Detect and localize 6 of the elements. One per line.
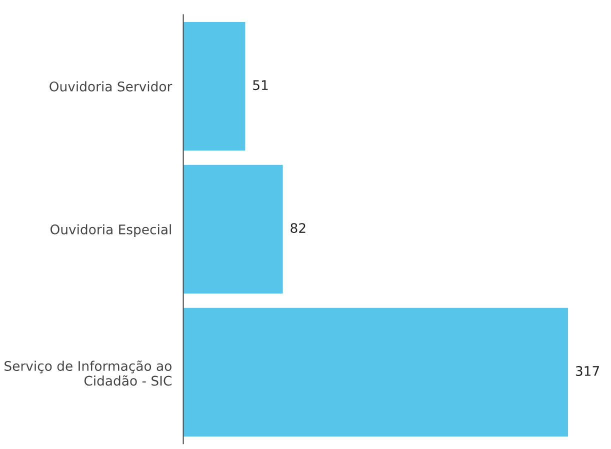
data-label: 82 xyxy=(290,223,306,234)
y-tick-label: Ouvidoria Servidor xyxy=(50,81,172,92)
data-label: 51 xyxy=(253,80,268,90)
y-tick-label: Ouvidoria Especial xyxy=(50,224,171,237)
data-label: 317 xyxy=(576,366,600,376)
y-tick-label: Serviço de Informação ao Cidadão - SIC xyxy=(4,360,172,386)
